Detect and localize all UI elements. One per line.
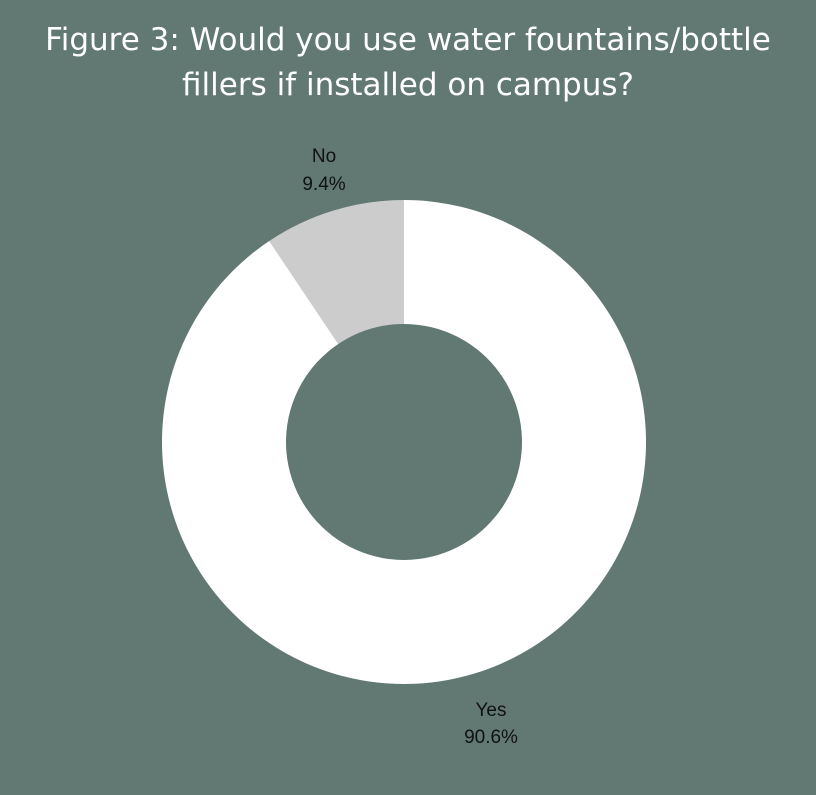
slice-value-yes: 90.6% (464, 727, 518, 748)
chart-title: Figure 3: Would you use water fountains/… (0, 18, 816, 108)
chart-title-line-2: fillers if installed on campus? (182, 67, 634, 103)
slice-labels: No 9.4% Yes 90.6% (302, 146, 518, 748)
slice-label-yes: Yes (476, 700, 507, 721)
donut-slices (161, 200, 647, 684)
slice-value-no: 9.4% (302, 174, 345, 195)
chart-title-line-1: Figure 3: Would you use water fountains/… (45, 22, 771, 58)
slice-yes (161, 200, 647, 684)
slice-no (269, 200, 404, 344)
slice-label-no: No (312, 146, 336, 167)
